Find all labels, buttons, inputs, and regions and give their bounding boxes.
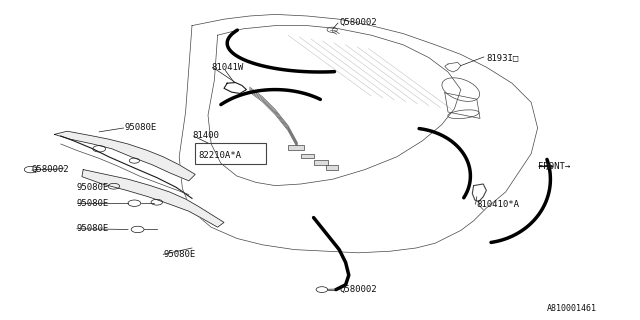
Bar	[301, 154, 314, 158]
Bar	[326, 165, 338, 170]
Text: 810410*A: 810410*A	[477, 200, 520, 209]
Bar	[288, 145, 304, 150]
Text: 95080E: 95080E	[77, 199, 109, 208]
Text: Q580002: Q580002	[339, 285, 377, 294]
Text: A810001461: A810001461	[547, 304, 597, 313]
Text: 81041W: 81041W	[211, 63, 243, 72]
Text: 95080E: 95080E	[77, 183, 109, 192]
Text: Q580002: Q580002	[339, 18, 377, 27]
Text: Q580002: Q580002	[32, 165, 70, 174]
Text: 95080E: 95080E	[163, 250, 195, 259]
Text: 81400: 81400	[192, 132, 219, 140]
Bar	[314, 160, 328, 165]
Text: 8193I□: 8193I□	[486, 53, 518, 62]
Text: 95080E: 95080E	[77, 224, 109, 233]
Text: 95080E: 95080E	[125, 124, 157, 132]
Text: FRONT→: FRONT→	[538, 162, 570, 171]
Polygon shape	[54, 131, 195, 181]
Polygon shape	[82, 170, 224, 227]
Text: 82210A*A: 82210A*A	[198, 151, 241, 160]
